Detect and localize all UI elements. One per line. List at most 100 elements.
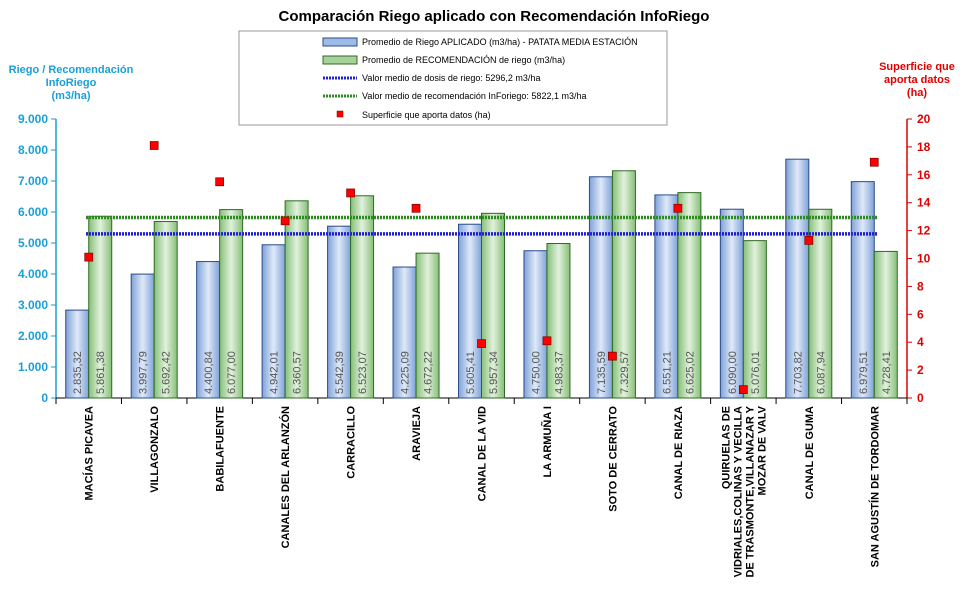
data-label-applied: 5.605,41 bbox=[465, 351, 477, 394]
legend-label-mean-applied: Valor medio de dosis de riego: 5296,2 m3… bbox=[362, 73, 540, 83]
left-axis-label-line: (m3/ha) bbox=[51, 90, 90, 102]
category-label-line: CANAL DE GUMA bbox=[804, 406, 816, 499]
right-axis-label-line: (ha) bbox=[907, 87, 928, 99]
left-tick-label: 4.000 bbox=[18, 267, 48, 281]
right-tick-label: 4 bbox=[917, 335, 924, 349]
data-label-recommended: 5.957,34 bbox=[488, 351, 500, 394]
category-label: ARAVIEJA bbox=[411, 406, 423, 461]
right-tick-label: 14 bbox=[917, 196, 931, 210]
data-label-recommended: 6.360,57 bbox=[292, 351, 304, 394]
right-axis-label-line: aporta datos bbox=[884, 74, 950, 86]
legend-label-mean-recommended: Valor medio de recomendación InForiego: … bbox=[362, 91, 586, 101]
left-tick-label: 1.000 bbox=[18, 360, 48, 374]
bar-recommended bbox=[808, 208, 833, 399]
right-tick-label: 6 bbox=[917, 307, 924, 321]
legend-swatch-applied bbox=[322, 37, 358, 47]
category-label-line: CANALES DEL ARLANZÓN bbox=[279, 406, 292, 548]
bar-recommended bbox=[742, 240, 767, 399]
surface-point bbox=[738, 385, 748, 394]
data-label-applied: 4.750,00 bbox=[530, 351, 542, 394]
bar-recommended bbox=[873, 250, 898, 399]
category-label-line: DE TRASMONTE,VILLANAZAR Y bbox=[744, 405, 756, 577]
chart-title: Comparación Riego aplicado con Recomenda… bbox=[279, 8, 710, 25]
data-label-applied: 2.835,32 bbox=[72, 351, 84, 394]
data-label-recommended: 4.983,37 bbox=[553, 351, 565, 394]
data-label-applied: 5.542,39 bbox=[334, 351, 346, 394]
left-axis-label-line: Riego / Recomendación bbox=[9, 64, 134, 76]
category-label: LA ARMUÑA I bbox=[541, 406, 554, 478]
category-label: CANAL DE RIAZA bbox=[673, 406, 685, 499]
data-label-recommended: 6.077,00 bbox=[226, 351, 238, 394]
surface-point bbox=[804, 236, 814, 245]
category-label-line: CARRACILLO bbox=[346, 406, 358, 479]
data-label-applied: 4.400,84 bbox=[203, 351, 215, 394]
category-label: CANAL DE LA VID bbox=[477, 406, 489, 501]
surface-point bbox=[673, 203, 683, 213]
data-label-applied: 4.225,09 bbox=[400, 351, 412, 394]
surface-point bbox=[608, 351, 617, 361]
left-tick-label: 2.000 bbox=[18, 329, 48, 343]
category-label: CARRACILLO bbox=[346, 406, 358, 479]
right-tick-label: 20 bbox=[917, 112, 931, 126]
data-label-recommended: 4.728,41 bbox=[881, 351, 893, 394]
surface-point bbox=[346, 188, 355, 198]
category-label-line: VIDRIALES,COLINAS Y VECILLA bbox=[732, 406, 744, 577]
category-label: SOTO DE CERRATO bbox=[607, 406, 619, 512]
category-label-line: LA ARMUÑA I bbox=[541, 406, 554, 478]
left-axis-label: Riego / Recomendación InfoRiego (m3/ha) bbox=[9, 64, 134, 102]
category-label: SAN AGUSTÍN DE TORDOMAR bbox=[868, 406, 881, 567]
surface-point bbox=[411, 203, 421, 213]
category-label: QUIRUELAS DE VIDRIALES,COLINAS Y VECILLA D… bbox=[720, 405, 768, 577]
surface-point bbox=[542, 336, 552, 346]
right-tick-label: 16 bbox=[917, 168, 931, 182]
surface-point bbox=[149, 141, 159, 150]
left-tick-label: 6.000 bbox=[18, 205, 48, 219]
surface-point bbox=[280, 216, 290, 226]
bar-recommended bbox=[677, 192, 702, 399]
legend-box bbox=[238, 30, 668, 126]
data-label-applied: 4.942,01 bbox=[269, 351, 281, 394]
right-tick-label: 18 bbox=[917, 140, 931, 154]
left-tick-label: 9.000 bbox=[18, 112, 48, 126]
right-axis-label: Superficie que aporta datos (ha) bbox=[879, 61, 955, 99]
right-axis-label-line: Superficie que bbox=[879, 61, 955, 73]
plot-area: 0 1.000 2.000 3.000 4.000 5.000 6.000 7.000 8.00… bbox=[18, 112, 931, 578]
left-tick-label: 8.000 bbox=[18, 143, 48, 157]
surface-point bbox=[869, 157, 879, 167]
category-label: VILLAGONZALO bbox=[149, 406, 161, 493]
data-label-applied: 7.703,82 bbox=[792, 351, 804, 394]
right-tick-label: 2 bbox=[917, 363, 924, 377]
surface-point bbox=[84, 252, 94, 262]
category-label-line: MOZAR DE VALV bbox=[756, 405, 768, 495]
legend-marker-surface bbox=[336, 110, 344, 118]
bar-recommended bbox=[415, 252, 440, 399]
legend: Promedio de Riego APLICADO (m3/ha) - PAT… bbox=[238, 30, 668, 126]
category-label: CANAL DE GUMA bbox=[804, 406, 816, 499]
data-label-recommended: 6.625,02 bbox=[684, 351, 696, 394]
category-label-line: MACÍAS PICAVEA bbox=[83, 406, 96, 501]
data-label-applied: 6.551,21 bbox=[661, 351, 673, 394]
data-label-recommended: 5.076,01 bbox=[750, 351, 762, 394]
left-tick-label: 0 bbox=[41, 391, 48, 405]
left-tick-label: 7.000 bbox=[18, 174, 48, 188]
category-label-line: CANAL DE RIAZA bbox=[673, 406, 685, 499]
legend-label-recommended: Promedio de RECOMENDACIÓN de riego (m3/h… bbox=[362, 55, 565, 65]
bar-recommended bbox=[219, 209, 244, 399]
bar-recommended bbox=[481, 212, 505, 399]
category-label-line: QUIRUELAS DE bbox=[720, 406, 732, 489]
left-tick-label: 3.000 bbox=[18, 298, 48, 312]
right-tick-label: 0 bbox=[917, 391, 924, 405]
right-tick-label: 8 bbox=[917, 279, 924, 293]
legend-swatch-recommended bbox=[322, 55, 358, 65]
category-label-line: BABILAFUENTE bbox=[215, 406, 227, 492]
category-label-line: SAN AGUSTÍN DE TORDOMAR bbox=[868, 406, 881, 567]
surface-point bbox=[477, 339, 486, 348]
category-label-line: ARAVIEJA bbox=[411, 406, 423, 461]
data-label-recommended: 4.672,22 bbox=[423, 351, 435, 394]
bar-recommended bbox=[350, 195, 375, 399]
bar-recommended bbox=[88, 215, 113, 399]
bar-recommended bbox=[153, 221, 178, 399]
right-tick-label: 10 bbox=[917, 252, 931, 266]
category-label-line: VILLAGONZALO bbox=[149, 406, 161, 493]
left-tick-label: 5.000 bbox=[18, 236, 48, 250]
